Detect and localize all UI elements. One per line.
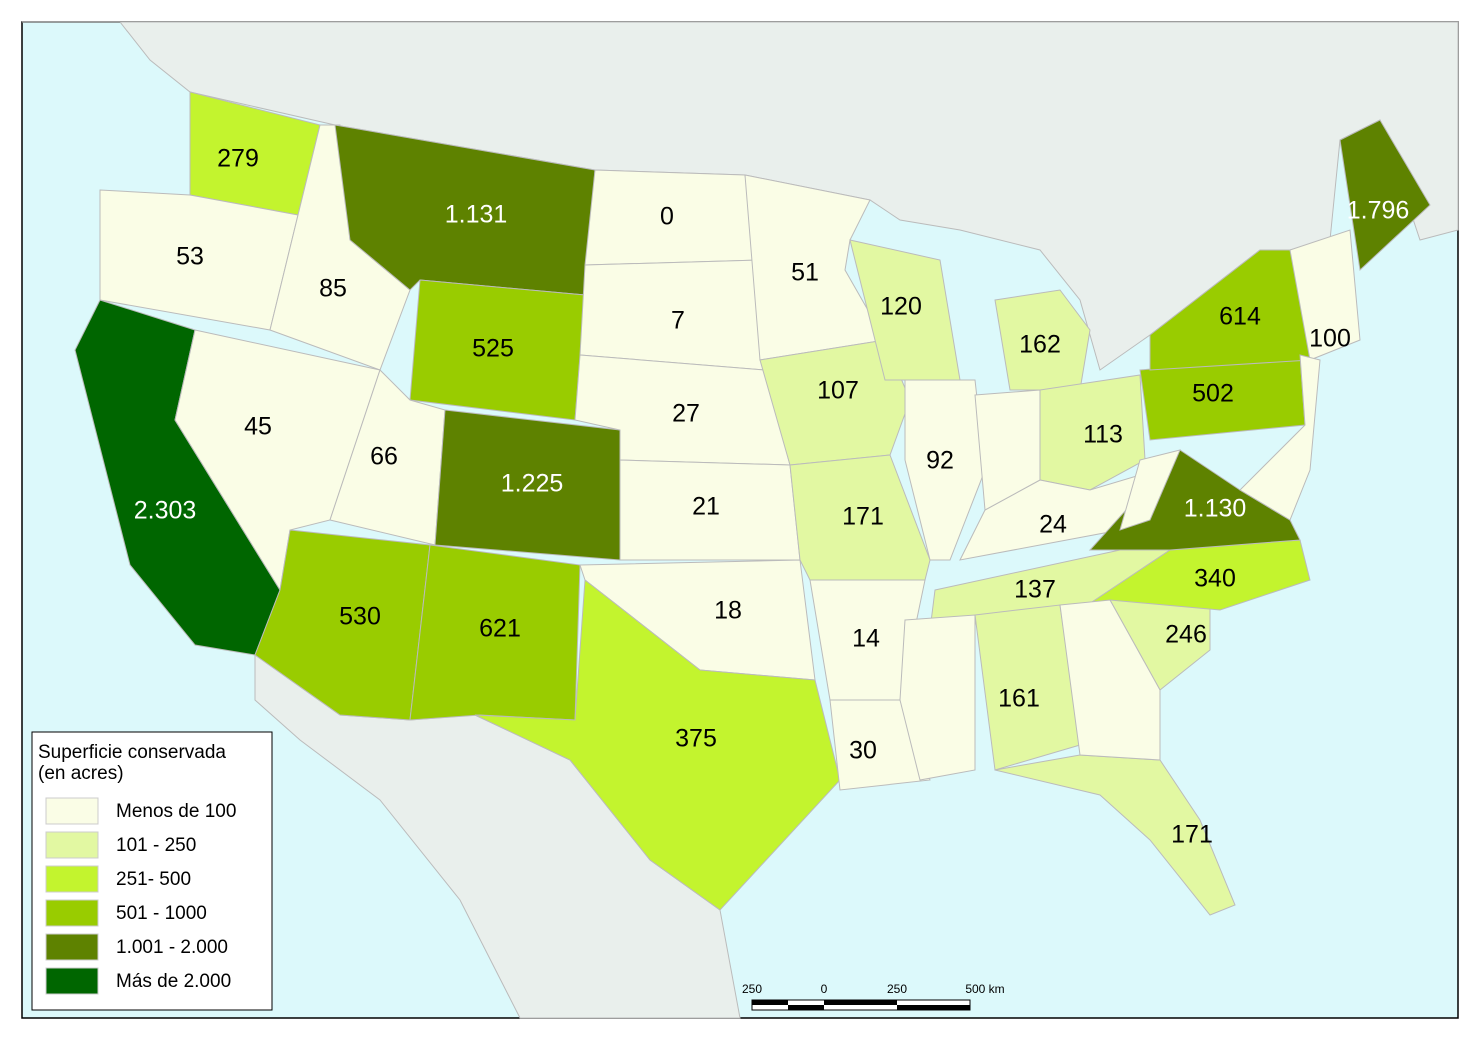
scale-bar: 250 0 250 500 km xyxy=(742,982,1005,1011)
state xyxy=(899,614,976,781)
state-label: 340 xyxy=(1194,565,1236,593)
state xyxy=(829,699,931,791)
state xyxy=(474,579,841,911)
state xyxy=(1239,354,1321,521)
scale-label: 500 km xyxy=(965,982,1004,996)
state-label: 161 xyxy=(998,685,1040,713)
legend-swatch xyxy=(45,831,99,859)
state-label: 171 xyxy=(842,503,884,531)
scale-seg xyxy=(897,1005,970,1010)
state-label: 502 xyxy=(1192,380,1234,408)
state-label: 107 xyxy=(817,377,859,405)
state-label: 113 xyxy=(1083,421,1123,449)
state-label: 614 xyxy=(1219,303,1261,331)
state-label: 7 xyxy=(671,307,685,335)
state-label: 162 xyxy=(1019,331,1061,359)
state xyxy=(1289,229,1361,361)
legend-title: Superficie conservada xyxy=(38,742,226,763)
state xyxy=(1059,599,1161,761)
state-label: 100 xyxy=(1309,325,1351,353)
legend-label: Más de 2.000 xyxy=(116,971,231,992)
state-label: 85 xyxy=(319,275,347,303)
legend-title: (en acres) xyxy=(38,763,124,784)
state xyxy=(1339,119,1431,272)
legend-label: 1.001 - 2.000 xyxy=(116,937,228,958)
legend-label: 101 - 250 xyxy=(116,835,196,856)
legend: Superficie conservada(en acres) Menos de … xyxy=(31,731,273,1011)
scale-label: 0 xyxy=(821,982,828,996)
state-label: 279 xyxy=(217,145,259,173)
state-label: 137 xyxy=(1014,576,1056,604)
state-label: 1.131 xyxy=(445,201,508,229)
state-label: 120 xyxy=(880,293,922,321)
state-label: 171 xyxy=(1171,821,1213,849)
legend-swatch xyxy=(45,967,99,995)
state-label: 92 xyxy=(926,447,954,475)
scale-seg xyxy=(788,1005,824,1010)
state-label: 1.225 xyxy=(501,470,564,498)
state-label: 246 xyxy=(1165,621,1207,649)
state xyxy=(974,389,1041,511)
state xyxy=(904,379,986,561)
scale-label: 250 xyxy=(887,982,907,996)
state-label: 14 xyxy=(852,625,880,653)
state-label: 27 xyxy=(672,400,700,428)
legend-swatch xyxy=(45,933,99,961)
state-label: 51 xyxy=(791,259,819,287)
state-label: 1.796 xyxy=(1347,197,1410,225)
legend-label: Menos de 100 xyxy=(116,801,236,822)
state-label: 0 xyxy=(660,203,674,231)
scale-seg xyxy=(752,1000,788,1005)
legend-swatch xyxy=(45,899,99,927)
state-label: 24 xyxy=(1039,511,1067,539)
scale-label: 250 xyxy=(742,982,762,996)
state-label: 525 xyxy=(472,335,514,363)
state-label: 66 xyxy=(370,443,398,471)
state-label: 530 xyxy=(339,603,381,631)
state-label: 30 xyxy=(849,737,877,765)
state-label: 45 xyxy=(244,413,272,441)
state xyxy=(994,289,1091,391)
state-label: 621 xyxy=(479,615,521,643)
state-label: 21 xyxy=(692,493,720,521)
state-label: 375 xyxy=(675,725,717,753)
state-label: 1.130 xyxy=(1184,495,1247,523)
state-label: 53 xyxy=(176,243,204,271)
legend-swatch xyxy=(45,865,99,893)
state xyxy=(759,339,911,466)
state-label: 18 xyxy=(714,597,742,625)
state xyxy=(1119,449,1181,531)
scale-seg xyxy=(824,1000,897,1005)
legend-swatch xyxy=(45,797,99,825)
state-label: 2.303 xyxy=(134,497,197,525)
legend-label: 251- 500 xyxy=(116,869,191,890)
legend-label: 501 - 1000 xyxy=(116,903,207,924)
